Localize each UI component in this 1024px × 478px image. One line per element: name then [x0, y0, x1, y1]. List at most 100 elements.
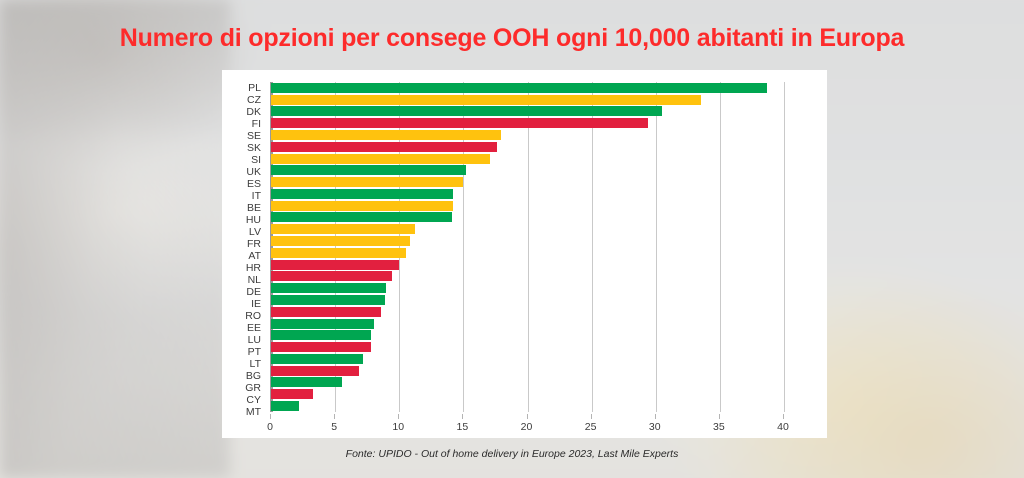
- value-axis: 0 5 10 15 20 25 30 35 40: [267, 414, 789, 438]
- gridlines: [271, 82, 785, 412]
- category-label: IE: [251, 298, 261, 310]
- category-label: SI: [251, 154, 261, 166]
- bar-CY: [271, 389, 314, 400]
- category-label: DE: [246, 286, 261, 298]
- category-label: LU: [247, 334, 261, 346]
- bar-row: [271, 153, 783, 165]
- bar-AT: [271, 247, 406, 258]
- bar-CZ: [271, 94, 701, 105]
- axis-tick-label: 20: [520, 421, 533, 433]
- axis-tick-label: 5: [331, 421, 338, 433]
- axis-tick-mark: [590, 414, 592, 419]
- bar-FI: [271, 118, 649, 129]
- bar-row: [271, 353, 783, 365]
- axis-tick-mark: [526, 414, 528, 419]
- category-label: BG: [245, 370, 261, 382]
- bar-LT: [271, 353, 364, 364]
- category-label: SE: [246, 130, 261, 142]
- bar-row: [271, 129, 783, 141]
- bar-row: [271, 200, 783, 212]
- bar-ES: [271, 177, 464, 188]
- axis-tick-label: 10: [392, 421, 405, 433]
- bar-row: [271, 188, 783, 200]
- axis-tick-mark: [783, 414, 784, 419]
- bar-SE: [271, 130, 501, 141]
- bar-HR: [271, 259, 400, 270]
- bar-row: [271, 271, 783, 283]
- bar-row: [271, 164, 783, 176]
- category-label: MT: [245, 406, 261, 418]
- page-title: Numero di opzioni per consege OOH ogni 1…: [119, 24, 905, 52]
- bar-row: [271, 365, 783, 377]
- bar-row: [271, 223, 783, 235]
- bar-BE: [271, 200, 454, 211]
- axis-tick-label: 30: [648, 421, 661, 433]
- category-label: CZ: [247, 94, 261, 106]
- axis-tick-label: 25: [584, 421, 597, 433]
- bar-row: [271, 117, 783, 129]
- bar-row: [271, 400, 783, 412]
- category-label: EE: [246, 322, 261, 334]
- category-label: LV: [248, 226, 261, 238]
- gridline: [527, 82, 529, 412]
- category-label: PT: [247, 346, 261, 358]
- bar-EE: [271, 318, 374, 329]
- bar-UK: [271, 165, 466, 176]
- category-label: CY: [246, 394, 261, 406]
- source-note: Fonte: UPIDO - Out of home delivery in E…: [345, 448, 679, 460]
- plot-area: [270, 82, 785, 412]
- bar-GR: [271, 377, 342, 388]
- axis-tick-mark: [462, 414, 464, 419]
- category-label: SK: [246, 142, 261, 154]
- bar-row: [271, 259, 783, 271]
- category-label: AT: [248, 250, 261, 262]
- category-axis-labels: PL CZ DK FI SE SK SI UK ES IT BE HU LV FR AT HR NL DE IE RO…: [222, 82, 266, 418]
- bar-BG: [271, 365, 360, 376]
- bar-row: [271, 329, 783, 341]
- category-label: LT: [249, 358, 261, 370]
- category-label: GR: [245, 382, 261, 394]
- bar-row: [271, 294, 783, 306]
- bar-MT: [271, 400, 300, 411]
- category-label: HR: [245, 262, 261, 274]
- gridline: [271, 82, 273, 412]
- axis-tick-label: 0: [267, 421, 273, 433]
- bar-row: [271, 388, 783, 400]
- axis-tick-mark: [718, 414, 720, 419]
- category-label: ES: [246, 178, 261, 190]
- bar-FR: [271, 236, 410, 247]
- gridline: [655, 82, 657, 412]
- bar-series: [271, 82, 783, 412]
- bar-SK: [271, 141, 497, 152]
- axis-tick-label: 15: [456, 421, 469, 433]
- category-label: PL: [248, 82, 261, 94]
- axis-tick-mark: [398, 414, 400, 419]
- bar-row: [271, 141, 783, 153]
- bar-row: [271, 341, 783, 353]
- bar-row: [271, 106, 783, 118]
- bar-row: [271, 306, 783, 318]
- bar-RO: [271, 306, 382, 317]
- axis-tick-mark: [270, 414, 271, 419]
- bar-IE: [271, 294, 386, 305]
- bar-IT: [271, 188, 454, 199]
- category-label: NL: [247, 274, 261, 286]
- bar-row: [271, 282, 783, 294]
- gridline: [463, 82, 465, 412]
- gridline: [719, 82, 721, 412]
- category-label: HU: [245, 214, 261, 226]
- category-label: FI: [251, 118, 261, 130]
- bar-row: [271, 176, 783, 188]
- chart-panel: PL CZ DK FI SE SK SI UK ES IT BE HU LV FR AT HR NL DE IE RO…: [222, 70, 827, 438]
- bar-row: [271, 318, 783, 330]
- axis-tick-label: 35: [713, 421, 725, 433]
- bar-HU: [271, 212, 452, 223]
- axis-tick-label: 40: [777, 421, 789, 433]
- axis-tick-mark: [334, 414, 336, 419]
- category-label: DK: [246, 106, 261, 118]
- bar-row: [271, 377, 783, 389]
- bar-LV: [271, 224, 415, 235]
- category-label: FR: [247, 238, 261, 250]
- category-label: IT: [251, 190, 261, 202]
